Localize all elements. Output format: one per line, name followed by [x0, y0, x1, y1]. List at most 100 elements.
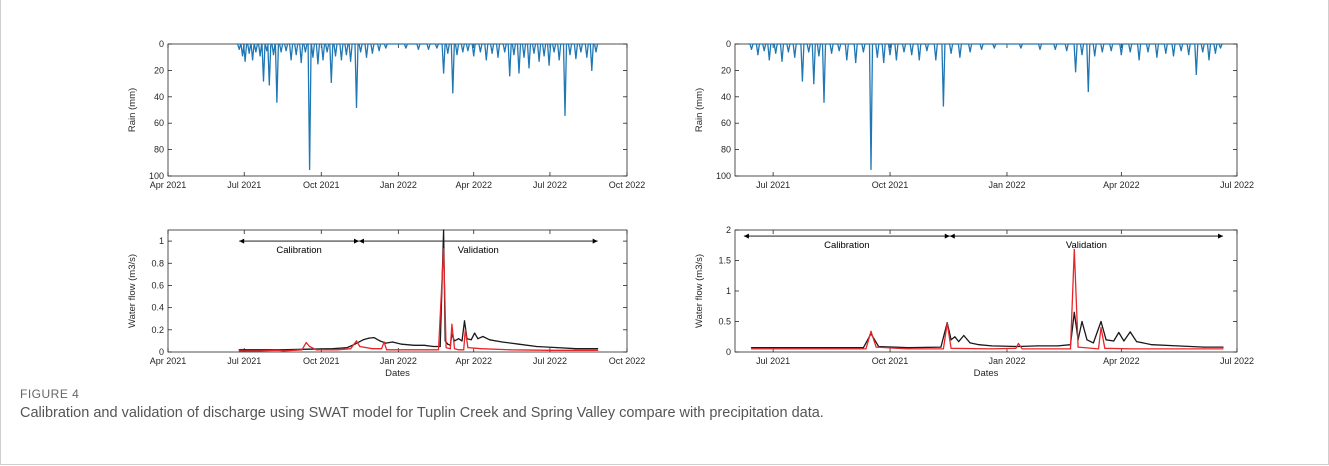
rain-point [1101, 51, 1103, 53]
x-tick-label: Apr 2022 [455, 356, 492, 366]
observed-flow-point [1100, 320, 1102, 323]
x-tick-label: Jul 2022 [533, 356, 567, 366]
y-tick-label: 1 [726, 286, 731, 296]
observed-flow-point [1036, 345, 1039, 347]
rain-point [808, 51, 810, 53]
y-axis-label: Water flow (m3/s) [694, 254, 705, 328]
rain-point [467, 50, 469, 52]
observed-flow-point [1073, 311, 1075, 313]
rain-point [252, 59, 254, 61]
observed-flow-point [750, 347, 753, 349]
rain-point [935, 59, 937, 61]
y-tick-label: 0.5 [718, 317, 731, 327]
rain-point [1214, 52, 1216, 54]
observed-flow-point [1086, 339, 1088, 341]
simulated-flow-point [336, 349, 338, 351]
observed-flow-point [482, 335, 484, 338]
rain-point [266, 50, 268, 52]
rain-series-line [236, 43, 599, 171]
x-tick-label: Jul 2022 [1220, 356, 1254, 366]
rain-point [485, 59, 487, 61]
y-tick-label: 40 [721, 92, 731, 102]
rain-point [918, 59, 920, 61]
period-label: Calibration [824, 240, 869, 251]
chart-left-bottom: Apr 2021 Jul 2021 Oct 2021 Jan 2022 Apr 2022… [127, 229, 645, 379]
rain-point [255, 51, 257, 53]
rain-point [1094, 55, 1096, 57]
arrowhead-left-icon [743, 233, 749, 239]
rain-point [548, 64, 550, 66]
observed-flow-point [597, 348, 599, 350]
rain-point [1129, 51, 1131, 53]
simulated-flow-line [751, 248, 1223, 350]
simulated-flow-point [1021, 348, 1023, 350]
rain-point [575, 57, 577, 60]
observed-flow-point [958, 341, 960, 343]
simulated-flow-point [1017, 342, 1020, 345]
simulated-flow-point [942, 348, 945, 350]
observed-flow-point [575, 348, 577, 350]
rain-point [518, 72, 520, 74]
simulated-flow-point [301, 349, 303, 351]
rain-point [981, 48, 983, 50]
observed-flow-point [1118, 331, 1120, 334]
rain-point [781, 60, 783, 62]
rain-point [533, 52, 535, 54]
rain-point [238, 48, 240, 50]
rain-point [794, 56, 796, 58]
observed-flow-point [862, 347, 865, 349]
rain-point [345, 54, 347, 56]
rain-point [295, 54, 297, 56]
observed-flow-point [1222, 346, 1224, 348]
simulated-flow-point [464, 329, 466, 331]
rain-point [312, 56, 314, 58]
rain-point [586, 56, 588, 58]
rain-point [244, 60, 246, 62]
simulated-flow-point [1015, 347, 1017, 349]
rain-point [1110, 50, 1112, 52]
simulated-flow-point [1132, 348, 1134, 350]
y-tick-label: 20 [154, 65, 164, 75]
observed-flow-point [391, 341, 394, 343]
rain-point [1165, 52, 1167, 54]
x-tick-label: Apr 2021 [150, 356, 187, 366]
rain-point [350, 60, 352, 62]
rain-point [309, 168, 311, 170]
rain-point [427, 48, 430, 50]
rain-point [855, 61, 857, 64]
observed-flow-point [954, 336, 956, 338]
rain-point [1075, 71, 1077, 73]
rain-point [768, 59, 770, 61]
observed-flow-point [907, 347, 909, 349]
simulated-flow-point [453, 348, 456, 350]
observed-flow-point [1151, 344, 1153, 346]
observed-flow-point [477, 338, 479, 340]
arrowhead-right-icon [353, 238, 359, 244]
rain-point [290, 59, 292, 61]
rain-point [334, 55, 337, 57]
y-tick-label: 1 [159, 236, 164, 246]
simulated-flow-point [443, 248, 445, 250]
simulated-flow-point [381, 348, 383, 350]
observed-flow-point [255, 349, 257, 351]
simulated-flow-point [950, 347, 952, 349]
observed-flow-point [439, 345, 441, 348]
rain-point [276, 101, 278, 103]
rain-point [831, 52, 833, 54]
rain-point [591, 69, 593, 71]
simulated-flow-point [907, 348, 909, 350]
observed-flow-point [362, 339, 364, 341]
rain-point [304, 51, 306, 53]
rain-point [543, 55, 545, 57]
rain-point [497, 56, 499, 58]
rain-point [569, 54, 571, 56]
plot-axes [734, 229, 1238, 353]
simulated-flow-point [1222, 348, 1224, 350]
observed-flow-point [373, 337, 375, 339]
rain-point [1020, 47, 1022, 49]
y-tick-label: 100 [149, 171, 164, 181]
simulated-flow-point [315, 349, 317, 351]
rain-point [538, 60, 540, 62]
observed-flow-point [307, 348, 309, 350]
rain-point [330, 81, 332, 83]
